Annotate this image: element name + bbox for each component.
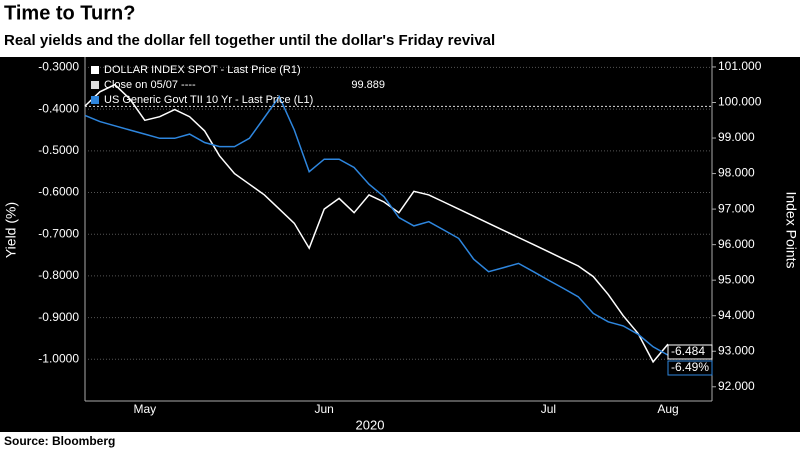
reference-value: 99.889 [351,79,385,91]
legend-label: US Generic Govt TII 10 Yr - Last Price (… [104,94,313,106]
y2-tick-label: 94.000 [718,308,755,322]
chart-title: Time to Turn? [4,2,135,24]
y-tick-label: -1.0000 [38,351,79,365]
y-tick-label: -0.3000 [38,60,79,74]
annotation-box [667,360,713,376]
chart-subtitle: Real yields and the dollar fell together… [4,32,495,49]
y2-tick-label: 97.000 [718,201,755,215]
x-tick-label: May [133,402,156,416]
y2-tick-label: 92.000 [718,379,755,393]
annotation-box [667,344,713,360]
y-axis-label: Yield (%) [3,202,19,258]
legend-swatch [91,96,99,104]
y2-tick-label: 98.000 [718,166,755,180]
chart-panel [0,57,800,432]
y-tick-label: -0.8000 [38,268,79,282]
y-tick-label: -0.4000 [38,101,79,115]
x-tick-label: Jun [314,402,333,416]
y-tick-label: -0.7000 [38,226,79,240]
x-tick-label: Aug [657,402,678,416]
y2-axis-label: Index Points [783,191,799,268]
y2-tick-label: 96.000 [718,237,755,251]
x-axis-label: 2020 [356,417,385,432]
y2-tick-label: 93.000 [718,343,755,357]
source: Source: Bloomberg [4,434,115,448]
series-line [84,83,669,364]
y2-tick-label: 95.000 [718,272,755,286]
annotation: -6.484 [671,344,705,358]
series-line [84,95,669,356]
y-tick-label: -0.9000 [38,310,79,324]
legend-swatch [91,81,99,89]
y2-tick-label: 101.000 [718,59,762,73]
y-tick-label: -0.6000 [38,185,79,199]
x-tick-label: Jul [541,402,556,416]
legend-label: DOLLAR INDEX SPOT - Last Price (R1) [104,64,301,76]
y-tick-label: -0.5000 [38,143,79,157]
legend-label: Close on 05/07 ---- [104,79,196,91]
y2-tick-label: 99.000 [718,130,755,144]
y2-tick-label: 100.000 [718,95,762,109]
legend-swatch [91,66,99,74]
annotation: -6.49% [671,360,709,374]
